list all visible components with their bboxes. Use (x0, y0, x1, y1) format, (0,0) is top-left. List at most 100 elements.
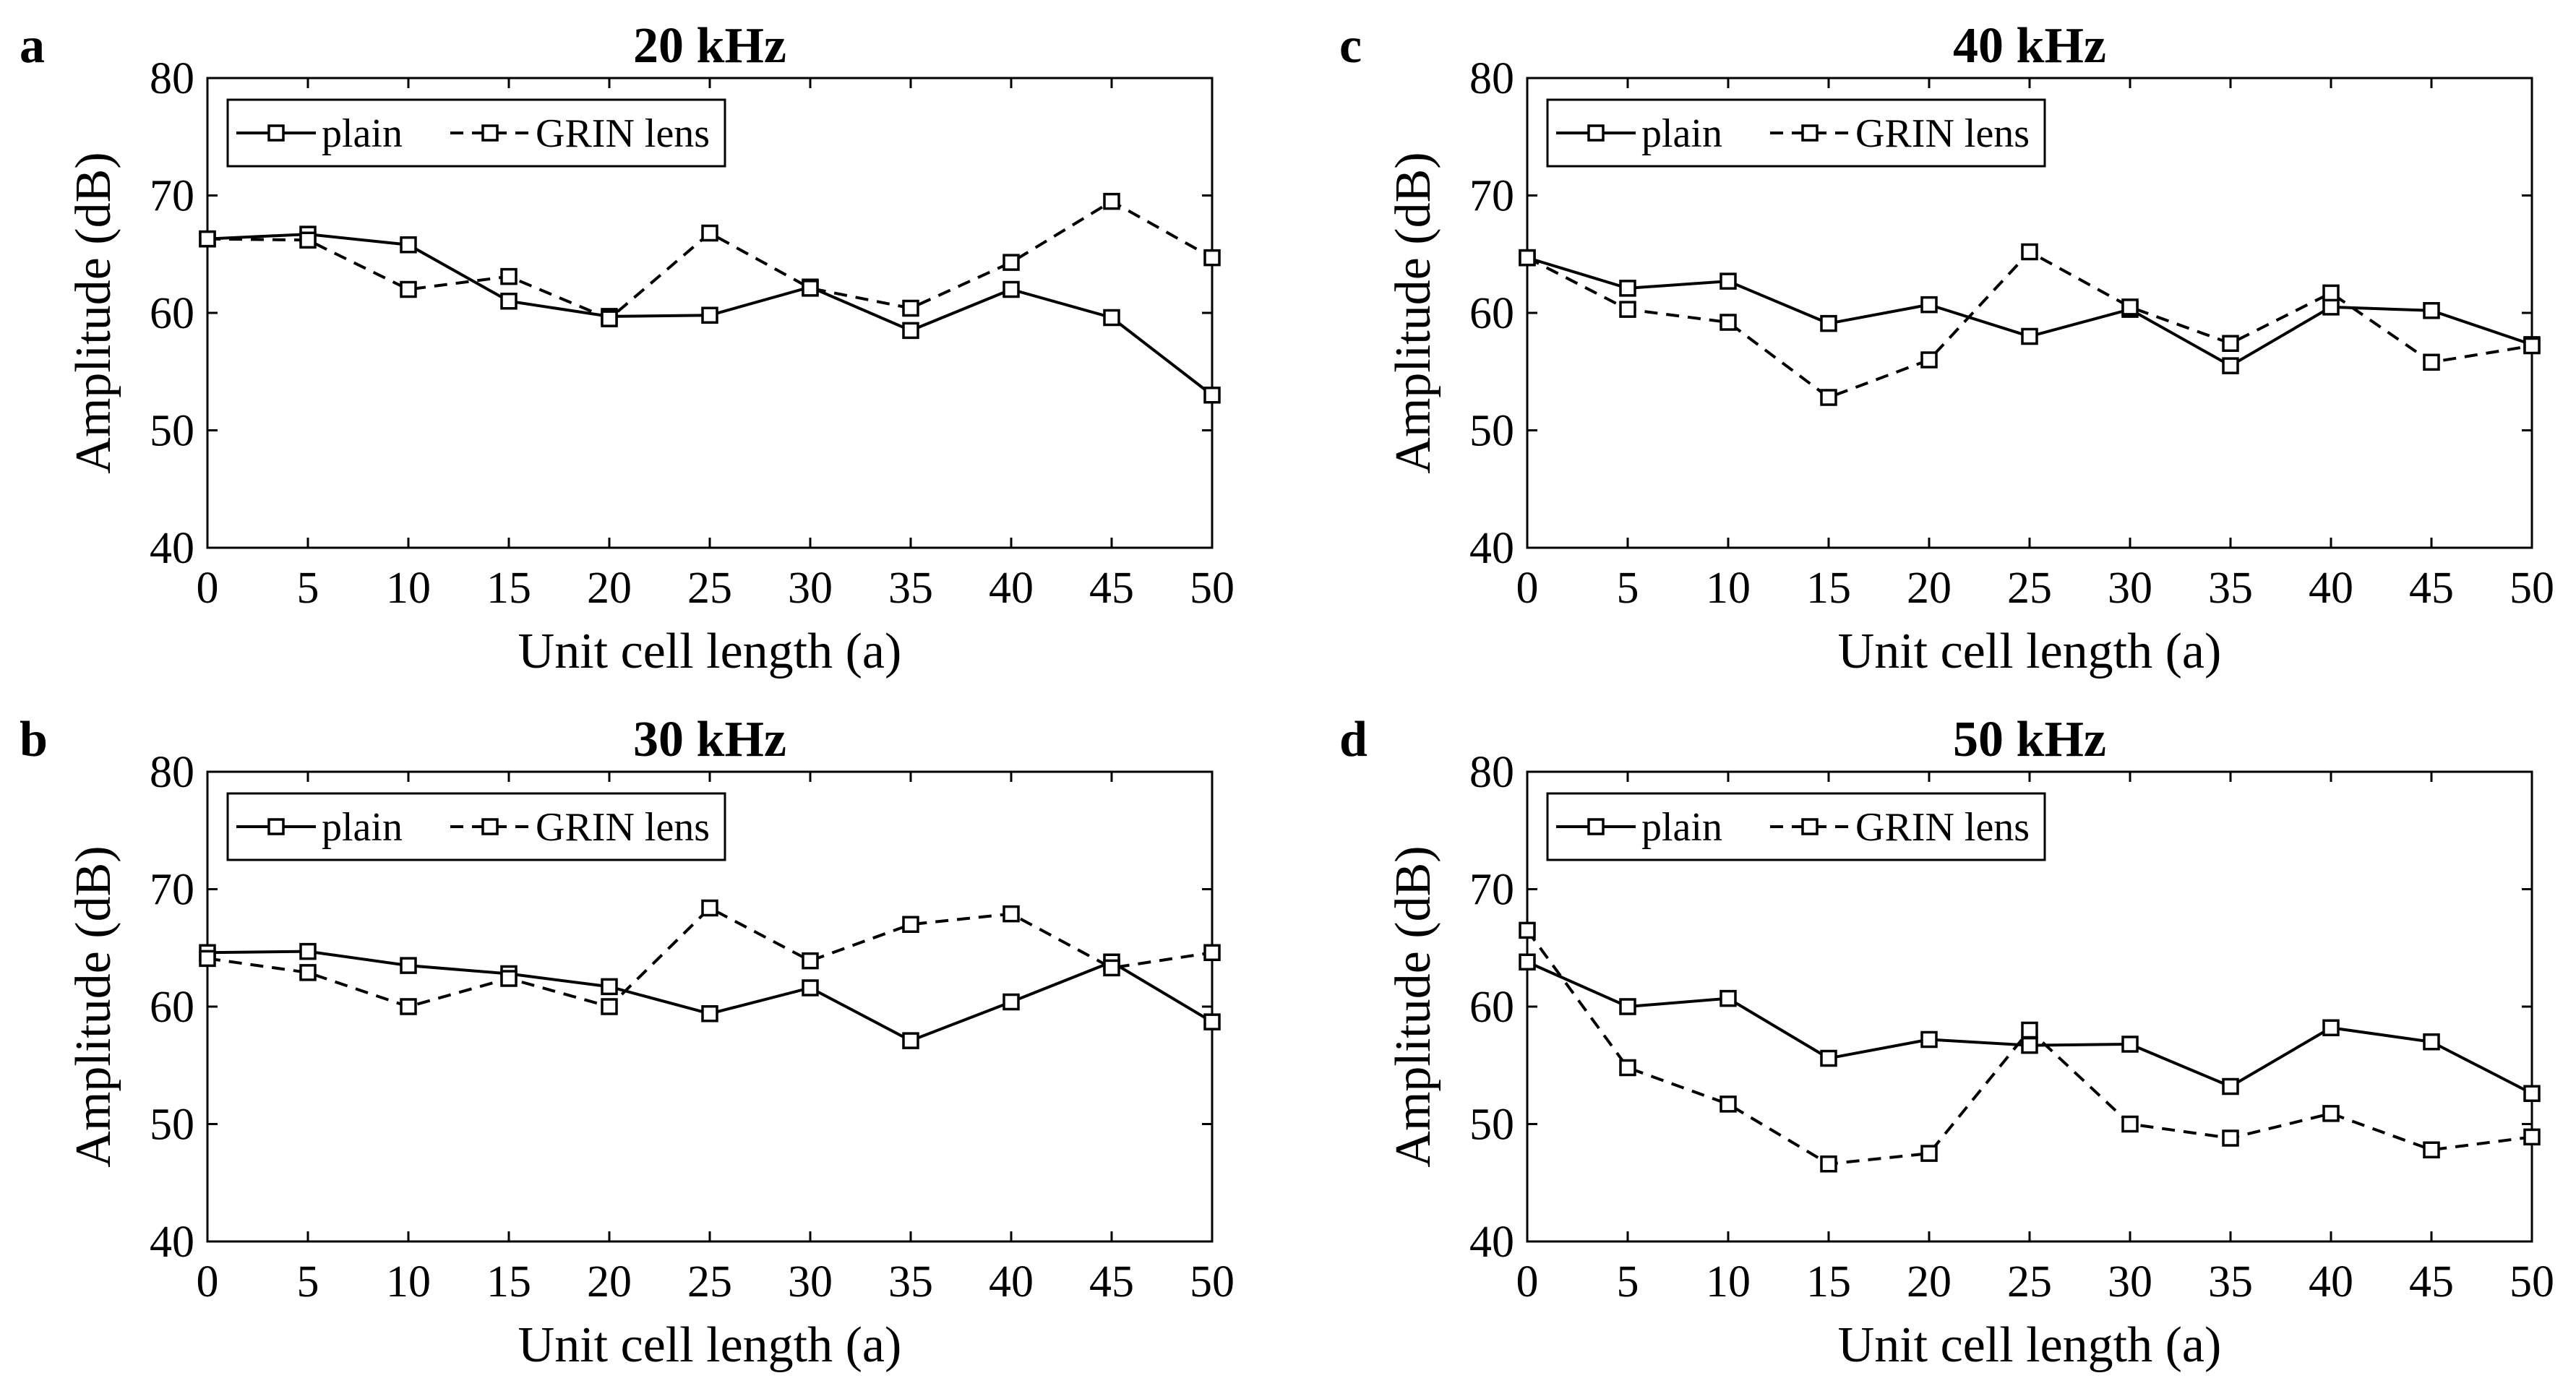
x-tick-label: 40 (989, 1257, 1034, 1307)
panel-d: 0 5 10 15 20 25 30 35 40 45 50 40 50 60 70 80 50 kHz d Uni… (1339, 712, 2554, 1373)
panel-b: 0 5 10 15 20 25 30 35 40 45 50 40 50 60 70 80 30 kHz b Uni… (20, 712, 1235, 1373)
x-tick-label: 20 (1907, 564, 1952, 613)
legend-label-plain: plain (1641, 111, 1722, 156)
data-point (500, 267, 518, 285)
series-plain (199, 225, 1221, 404)
data-point (1519, 921, 1536, 939)
x-tick-label: 45 (2409, 1257, 2454, 1307)
data-point (1619, 280, 1636, 297)
x-tick-label: 50 (1190, 564, 1235, 613)
x-axis-label: Unit cell length (a) (518, 624, 902, 679)
data-point (2121, 1036, 2139, 1053)
x-axis-label: Unit cell length (a) (1838, 624, 2222, 679)
data-point (2322, 284, 2340, 302)
series-grin-lens (1519, 921, 2541, 1173)
data-point (1920, 1145, 1938, 1162)
data-point (601, 978, 618, 996)
x-tick-label: 25 (2007, 1257, 2052, 1307)
y-tick-label: 50 (1469, 1101, 1514, 1150)
x-tick-label: 0 (1516, 564, 1539, 613)
data-point (1920, 296, 1938, 314)
data-point (1203, 944, 1221, 961)
x-tick-label: 45 (1089, 1257, 1134, 1307)
chart-title: 50 kHz (1953, 712, 2106, 767)
data-point (701, 899, 718, 917)
y-tick-label: 80 (150, 748, 194, 797)
data-point (1203, 387, 1221, 404)
data-point (500, 970, 518, 987)
series-plain (1519, 953, 2541, 1102)
legend-marker-plain (267, 818, 285, 835)
x-tick-label: 35 (888, 1257, 933, 1307)
data-point (1003, 993, 1020, 1011)
x-tick-label: 20 (587, 1257, 632, 1307)
data-point (1203, 1013, 1221, 1030)
data-point (1103, 309, 1120, 327)
data-point (1820, 1155, 1837, 1173)
data-point (601, 310, 618, 327)
data-point (2322, 1019, 2340, 1036)
x-tick-label: 5 (1617, 564, 1639, 613)
x-tick-label: 5 (297, 1257, 319, 1307)
data-point (1720, 272, 1737, 290)
y-tick-label: 60 (150, 983, 194, 1032)
x-tick-label: 10 (1706, 1257, 1751, 1307)
data-point (1720, 1095, 1737, 1113)
x-tick-label: 45 (1089, 564, 1134, 613)
data-point (2423, 302, 2440, 319)
data-point (1003, 254, 1020, 271)
x-tick-label: 35 (2208, 1257, 2253, 1307)
panel-letter: a (20, 18, 45, 74)
data-point (2423, 1141, 2440, 1158)
data-point (701, 1005, 718, 1023)
data-point (1720, 314, 1737, 331)
legend-marker-grin-lens (481, 818, 499, 835)
chart-title: 30 kHz (633, 712, 786, 767)
data-point (2523, 1128, 2541, 1146)
legend: plain GRIN lens (226, 98, 726, 168)
x-tick-label: 0 (197, 564, 219, 613)
x-tick-label: 30 (788, 1257, 833, 1307)
x-tick-label: 5 (1617, 1257, 1639, 1307)
panel-a: 0 5 10 15 20 25 30 35 40 45 50 40 50 60 70 80 20 kHz a Uni… (20, 18, 1235, 679)
data-point (299, 231, 317, 249)
data-point (802, 952, 819, 970)
data-point (2021, 243, 2038, 261)
chart-title: 20 kHz (633, 18, 786, 74)
data-point (2322, 298, 2340, 316)
y-tick-label: 40 (1469, 1218, 1514, 1267)
y-tick-label: 40 (150, 524, 194, 573)
x-tick-label: 25 (2007, 564, 2052, 613)
data-point (1820, 1049, 1837, 1067)
y-tick-label: 80 (150, 54, 194, 103)
legend-label-grin-lens: GRIN lens (1855, 111, 2030, 156)
data-point (902, 322, 919, 340)
legend-marker-plain (1587, 818, 1605, 835)
x-tick-label: 40 (989, 564, 1034, 613)
legend-label-grin-lens: GRIN lens (1855, 805, 2030, 850)
x-tick-label: 20 (587, 564, 632, 613)
x-tick-label: 45 (2409, 564, 2454, 613)
data-point (2222, 1129, 2239, 1147)
data-point (199, 950, 216, 968)
y-tick-label: 70 (150, 172, 194, 221)
series-grin-lens (1519, 243, 2541, 406)
legend-marker-grin-lens (1801, 818, 1819, 835)
panel-letter: c (1339, 18, 1362, 74)
legend-label-plain: plain (322, 805, 403, 850)
data-point (1003, 905, 1020, 923)
series-line (1527, 249, 2533, 400)
data-point (1619, 1059, 1636, 1077)
data-point (701, 224, 718, 242)
data-point (802, 280, 819, 297)
data-point (2021, 1036, 2038, 1054)
data-point (2121, 298, 2139, 316)
x-axis-label: Unit cell length (a) (518, 1317, 902, 1373)
panel-letter: d (1339, 712, 1368, 767)
data-point (400, 957, 417, 974)
data-point (2021, 327, 2038, 345)
series-line (207, 906, 1213, 1009)
data-point (701, 306, 718, 324)
legend: plain GRIN lens (1546, 98, 2046, 168)
